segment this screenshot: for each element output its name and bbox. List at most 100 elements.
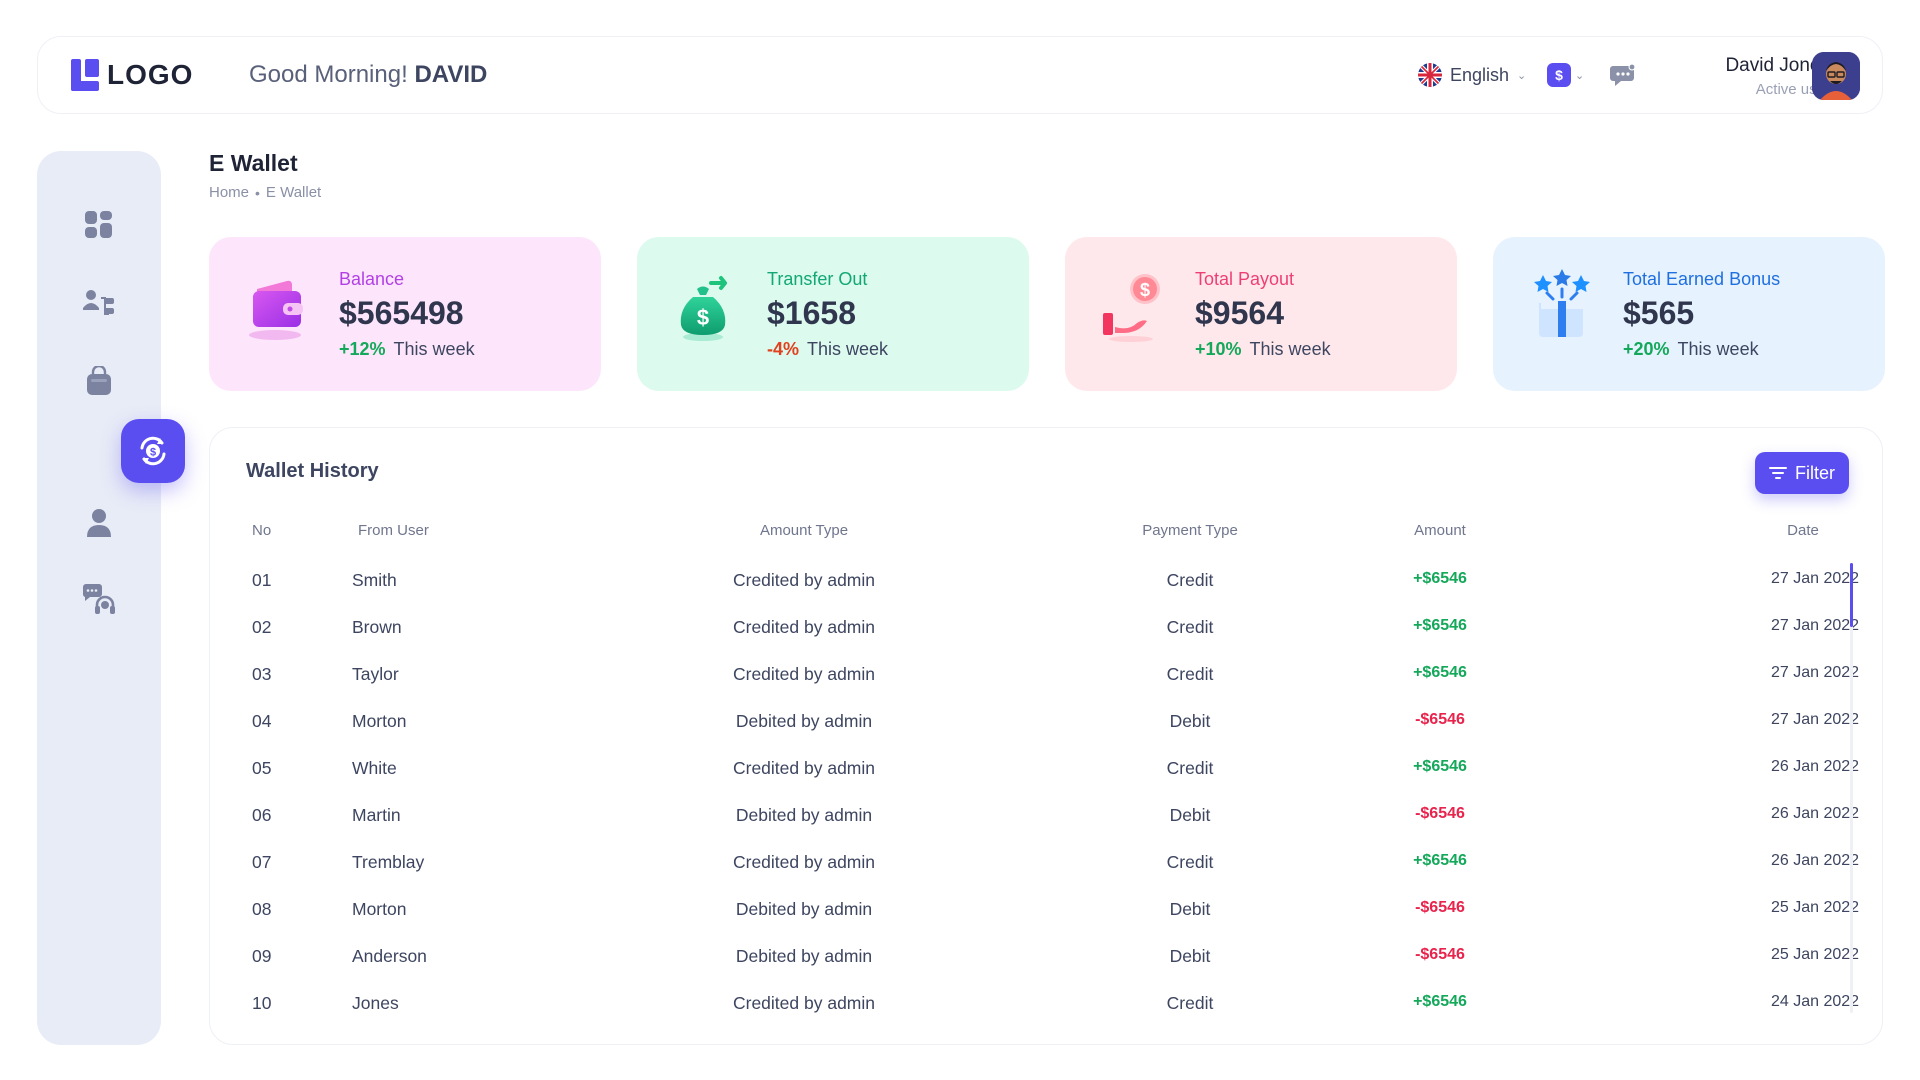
greeting: Good Morning! DAVID [249,61,487,89]
card-delta-percent: +12% [339,339,386,359]
gift-stars-icon [1523,267,1603,347]
card-delta-text: This week [1677,339,1759,359]
greeting-name: DAVID [414,61,488,88]
row-date: 27 Jan 2022 [1770,664,1860,681]
row-no: 08 [252,899,272,919]
row-from-user: Morton [352,711,407,731]
table-row[interactable]: 08 Morton Debited by admin Debit -$6546 25 Ja… [210,887,1882,934]
row-from-user: Taylor [352,664,399,684]
dashboard-icon [85,211,112,238]
breadcrumb-separator: • [255,184,260,201]
chevron-down-icon: ⌄ [1517,69,1527,82]
row-from-user: Smith [352,570,397,590]
row-payment-type: Credit [1166,852,1214,872]
sidebar-item-profile[interactable] [81,505,117,541]
column-header-amount[interactable]: Amount [1414,522,1466,539]
row-date: 26 Jan 2022 [1770,852,1860,869]
total-payout-card[interactable]: $ Total Payout $9564 +10% This week [1065,237,1457,391]
table-row[interactable]: 10 Jones Credited by admin Credit +$6546 24 J… [210,981,1882,1028]
wallet-history-title: Wallet History [246,460,379,482]
row-payment-type: Debit [1169,711,1211,731]
card-delta-text: This week [807,339,889,359]
breadcrumb: Home • E Wallet [209,184,321,201]
sidebar-item-shop[interactable] [81,363,117,399]
row-amount: +$6546 [1413,570,1467,587]
row-amount-type: Credited by admin [732,617,876,637]
column-header-amount-type[interactable]: Amount Type [759,522,849,539]
table-row[interactable]: 06 Martin Debited by admin Debit -$6546 26 Ja… [210,793,1882,840]
transfer-out-card[interactable]: $ Transfer Out $1658 -4% This week [637,237,1029,391]
logo-mark-icon [71,59,99,91]
logo[interactable]: LOGO [71,59,193,91]
row-no: 09 [252,946,272,966]
row-amount: +$6546 [1413,758,1467,775]
row-date: 26 Jan 2022 [1770,758,1860,775]
row-amount: -$6546 [1415,805,1465,822]
table-row[interactable]: 04 Morton Debited by admin Debit -$6546 27 Ja… [210,699,1882,746]
row-payment-type: Credit [1166,993,1214,1013]
column-header-date[interactable]: Date [1787,522,1819,539]
row-payment-type: Credit [1166,758,1214,778]
user-name[interactable]: David Jones [1725,55,1830,76]
breadcrumb-home[interactable]: Home [209,184,250,201]
sidebar-item-support[interactable] [81,581,117,617]
row-payment-type: Debit [1169,899,1211,919]
total-earned-bonus-card[interactable]: Total Earned Bonus $565 +20% This week [1493,237,1885,391]
table-row[interactable]: 02 Brown Credited by admin Credit +$6546 27 J… [210,605,1882,652]
row-date: 27 Jan 2022 [1770,711,1860,728]
row-date: 26 Jan 2022 [1770,805,1860,822]
card-label: Transfer Out [767,269,868,289]
breadcrumb-current: E Wallet [265,184,322,201]
top-header: LOGO Good Morning! DAVID English ⌄ $ ⌄ D… [37,36,1883,114]
table-row[interactable]: 03 Taylor Credited by admin Credit +$6546 27 … [210,652,1882,699]
table-row[interactable]: 09 Anderson Debited by admin Debit -$6546 25 … [210,934,1882,981]
sidebar-item-wallet[interactable]: $ [121,419,185,483]
row-payment-type: Debit [1169,805,1211,825]
card-delta-text: This week [1249,339,1331,359]
filter-icon [1769,467,1787,479]
shopping-bag-icon [87,366,111,395]
table-row[interactable]: 01 Smith Credited by admin Credit +$6546 27 J… [210,558,1882,605]
avatar[interactable] [1812,52,1860,100]
wallet-history-panel: Wallet History Filter No From User Amoun… [209,427,1883,1045]
row-from-user: Morton [352,899,407,919]
sidebar-item-network[interactable] [81,285,117,321]
support-icon [82,584,115,614]
row-amount: +$6546 [1413,617,1467,634]
row-from-user: Jones [352,993,399,1013]
row-no: 06 [252,805,272,825]
card-delta: +12% This week [339,339,475,360]
row-from-user: Brown [352,617,402,637]
table-row[interactable]: 07 Tremblay Credited by admin Credit +$6546 2… [210,840,1882,887]
svg-text:$: $ [1140,280,1150,300]
filter-button[interactable]: Filter [1755,452,1849,494]
row-payment-type: Debit [1169,946,1211,966]
money-bag-icon: $ [667,267,747,347]
row-from-user: Anderson [352,946,427,966]
row-date: 25 Jan 2022 [1770,946,1860,963]
filter-label: Filter [1795,462,1835,483]
column-header-from-user[interactable]: From User [358,522,429,539]
row-no: 03 [252,664,272,684]
messages-icon[interactable] [1609,62,1637,88]
table-header: No From User Amount Type Payment Type Am… [210,522,1882,546]
row-amount-type: Debited by admin [735,805,873,825]
balance-card[interactable]: Balance $565498 +12% This week [209,237,601,391]
logo-text: LOGO [107,59,194,90]
row-amount: +$6546 [1413,993,1467,1010]
row-amount-type: Credited by admin [732,993,876,1013]
table-row[interactable]: 05 White Credited by admin Credit +$6546 26 J… [210,746,1882,793]
row-no: 04 [252,711,272,731]
row-amount-type: Debited by admin [735,946,873,966]
sidebar-item-dashboard[interactable] [81,207,117,243]
column-header-payment-type[interactable]: Payment Type [1142,522,1238,539]
scrollbar-track[interactable] [1850,563,1853,1013]
row-from-user: Martin [352,805,401,825]
language-selector[interactable]: English ⌄ [1418,63,1526,87]
chevron-down-icon: ⌄ [1575,69,1585,82]
row-amount: -$6546 [1415,899,1465,916]
card-delta-percent: +10% [1195,339,1242,359]
currency-selector[interactable]: $ ⌄ [1547,63,1584,87]
scrollbar-thumb[interactable] [1850,563,1853,627]
column-header-no[interactable]: No [252,522,272,539]
